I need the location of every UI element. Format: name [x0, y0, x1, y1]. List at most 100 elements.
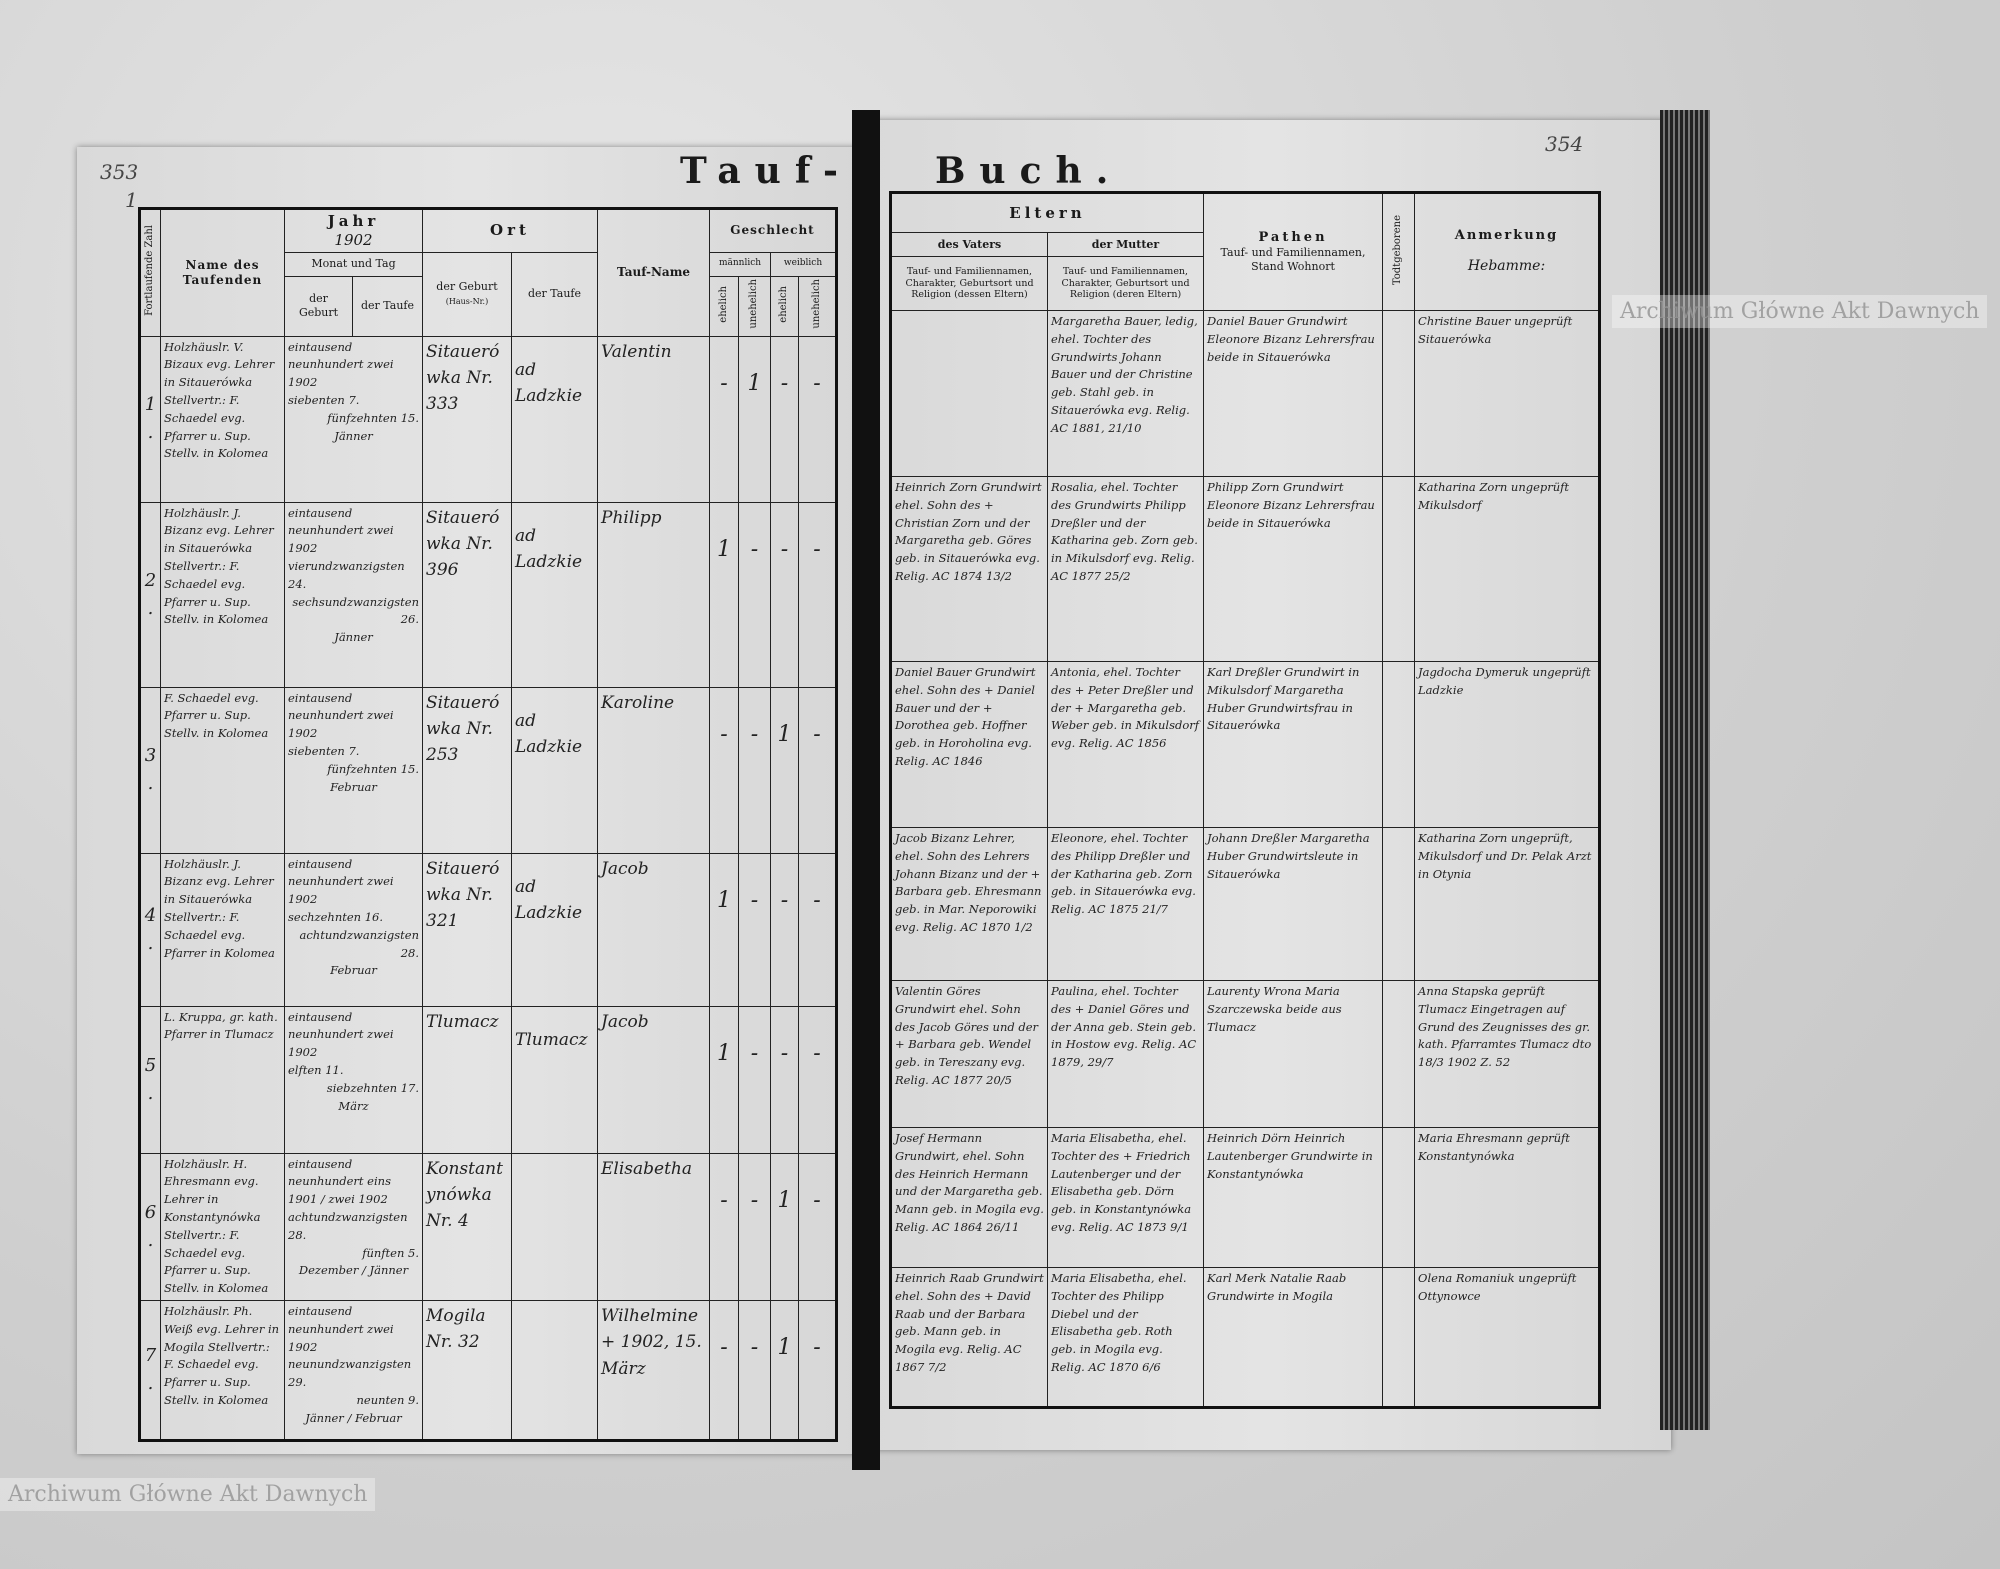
header-der-geburt: der Geburt	[284, 275, 353, 337]
table-row: Jacob Bizanz Lehrer, ehel. Sohn des Lehr…	[890, 827, 1601, 981]
year-words: eintausend neunhundert zwei 1902	[288, 339, 394, 390]
birth-date: elften 11.	[288, 1062, 344, 1077]
birth-date: siebenten 7.	[288, 392, 360, 407]
baptism-place	[511, 1152, 598, 1301]
remark: Jagdocha Dymeruk ungeprüft Ladzkie	[1414, 661, 1601, 828]
sex-mark: -	[709, 1152, 739, 1301]
remark: Anna Stapska geprüft Tlumacz Eingetragen…	[1414, 980, 1601, 1128]
header-todtgeborene: Todtgeborene	[1392, 215, 1404, 286]
entry-dates: eintausend neunhundert eins 1901 / zwei …	[284, 1152, 423, 1301]
mother: Antonia, ehel. Tochter des + Peter Dreßl…	[1046, 661, 1205, 828]
header-jahr: Jahr 1902	[284, 208, 423, 253]
stillborn	[1382, 980, 1416, 1128]
remark: Katharina Zorn ungeprüft Mikulsdorf	[1414, 476, 1601, 662]
stillborn	[1382, 827, 1416, 981]
sex-mark: 1	[770, 1152, 799, 1301]
godparents: Philipp Zorn Grundwirt Eleonore Bizanz L…	[1203, 476, 1384, 662]
baptism-place: ad Ladzkie	[511, 686, 598, 854]
father	[890, 310, 1048, 477]
entry-dates: eintausend neunhundert zwei 1902 elften 1…	[284, 1005, 423, 1154]
title-right: Buch.	[935, 150, 1123, 192]
baptism-name: Jacob	[597, 1005, 710, 1154]
right-register-table: Eltern Pathen Tauf- und Familiennamen, St…	[889, 191, 1602, 1409]
page-sub-number: 1	[125, 188, 138, 212]
entry-dates: eintausend neunhundert zwei 1902 siebente…	[284, 335, 423, 503]
remark: Katharina Zorn ungeprüft, Mikulsdorf und…	[1414, 827, 1601, 981]
header-taufname: Tauf-Name	[597, 208, 710, 337]
father: Daniel Bauer Grundwirt ehel. Sohn des + …	[890, 661, 1048, 828]
sex-mark: -	[770, 852, 799, 1007]
baptism-date: fünften 5.	[362, 1245, 419, 1260]
year-words: eintausend neunhundert zwei 1902	[288, 505, 394, 556]
header-ort-geburt: der Geburt (Haus-Nr.)	[422, 251, 512, 337]
entry-number: 2.	[139, 501, 161, 688]
table-row: 7. Holzhäuslr. Ph. Weiß evg. Lehrer in Mo…	[139, 1300, 837, 1441]
birth-place: Sitauerówka Nr. 253	[422, 686, 512, 854]
birth-date: sechzehnten 16.	[288, 909, 384, 924]
table-row: Valentin Göres Grundwirt ehel. Sohn des …	[890, 980, 1601, 1128]
archive-watermark-left: Archiwum Główne Akt Dawnych	[0, 1478, 376, 1511]
header-pathen: Pathen Tauf- und Familiennamen, Stand Woh…	[1203, 192, 1384, 311]
godparents: Laurenty Wrona Maria Szarczewska beide a…	[1203, 980, 1384, 1128]
remark: Maria Ehresmann geprüft Konstantynówka	[1414, 1127, 1601, 1268]
header-eltern: Eltern	[889, 192, 1205, 233]
birth-place: Sitauerówka Nr. 321	[422, 852, 512, 1007]
header-ehelich-m: ehelich	[717, 285, 729, 323]
mother: Eleonore, ehel. Tochter des Philipp Dreß…	[1046, 827, 1205, 981]
baptism-date: siebzehnten 17.	[326, 1080, 419, 1095]
table-row: Heinrich Zorn Grundwirt ehel. Sohn des +…	[890, 476, 1601, 662]
baptism-place	[511, 1300, 598, 1441]
birth-date: vierundzwanzigsten 24.	[288, 558, 405, 591]
sex-mark: -	[709, 1300, 739, 1441]
year-words: eintausend neunhundert zwei 1902	[288, 1304, 394, 1354]
baptism-date: neunten 9.	[356, 1393, 420, 1408]
godparents: Heinrich Dörn Heinrich Lautenberger Grun…	[1203, 1127, 1384, 1268]
header-name: Name des Taufenden	[160, 208, 285, 337]
jahr-value: 1902	[334, 230, 373, 249]
month: Jänner	[334, 428, 373, 443]
birth-place: Sitauerówka Nr. 333	[422, 335, 512, 503]
sex-mark: 1	[709, 1005, 739, 1154]
sex-mark: -	[798, 501, 837, 688]
month: Februar	[330, 779, 377, 794]
entry-baptizer: Holzhäuslr. V. Bizaux evg. Lehrer in Sit…	[160, 335, 285, 503]
page-edges	[1660, 110, 1710, 1430]
godparents: Karl Dreßler Grundwirt in Mikulsdorf Mar…	[1203, 661, 1384, 828]
year-words: eintausend neunhundert zwei 1902	[288, 1009, 394, 1060]
entry-number: 1.	[139, 335, 161, 503]
stillborn	[1382, 310, 1416, 477]
sex-mark: -	[798, 1005, 837, 1154]
entry-number: 5.	[139, 1005, 161, 1154]
entry-baptizer: L. Kruppa, gr. kath. Pfarrer in Tlumacz	[160, 1005, 285, 1154]
baptism-place: ad Ladzkie	[511, 852, 598, 1007]
year-words: eintausend neunhundert zwei 1902	[288, 856, 394, 907]
baptism-name: Wilhelmine + 1902, 15. März	[597, 1300, 710, 1441]
table-row: 5. L. Kruppa, gr. kath. Pfarrer in Tlumac…	[139, 1005, 837, 1154]
entry-number: 7.	[139, 1300, 161, 1441]
mother: Maria Elisabetha, ehel. Tochter des Phil…	[1046, 1267, 1205, 1408]
header-mutter-sub: Tauf- und Familiennamen, Charakter, Gebu…	[1046, 256, 1205, 311]
entry-number: 3.	[139, 686, 161, 854]
sex-mark: -	[738, 1005, 771, 1154]
father: Heinrich Raab Grundwirt ehel. Sohn des +…	[890, 1267, 1048, 1408]
sex-mark: -	[709, 335, 739, 503]
header-geschlecht: Geschlecht	[709, 208, 837, 253]
father: Josef Hermann Grundwirt, ehel. Sohn des …	[890, 1127, 1048, 1268]
table-row: Margaretha Bauer, ledig, ehel. Tochter d…	[890, 310, 1601, 477]
entry-baptizer: Holzhäuslr. H. Ehresmann evg. Lehrer in …	[160, 1152, 285, 1301]
book-gutter	[852, 110, 880, 1470]
birth-date: achtundzwanzigsten 28.	[288, 1209, 408, 1242]
header-weiblich: weiblich	[770, 251, 837, 277]
baptism-date: sechsundzwanzigsten 26.	[292, 594, 419, 627]
table-row: 3. F. Schaedel evg. Pfarrer u. Sup. Stell…	[139, 686, 837, 854]
table-row: 2. Holzhäuslr. J. Bizanz evg. Lehrer in S…	[139, 501, 837, 688]
baptism-place: ad Ladzkie	[511, 501, 598, 688]
entry-dates: eintausend neunhundert zwei 1902 sechzehn…	[284, 852, 423, 1007]
table-row: Heinrich Raab Grundwirt ehel. Sohn des +…	[890, 1267, 1601, 1408]
month: Dezember / Jänner	[298, 1263, 409, 1278]
birth-place: Sitauerówka Nr. 396	[422, 501, 512, 688]
header-mutter: der Mutter	[1046, 232, 1205, 257]
page-number-left: 353	[100, 160, 139, 184]
father: Valentin Göres Grundwirt ehel. Sohn des …	[890, 980, 1048, 1128]
mother: Paulina, ehel. Tochter des + Daniel Göre…	[1046, 980, 1205, 1128]
